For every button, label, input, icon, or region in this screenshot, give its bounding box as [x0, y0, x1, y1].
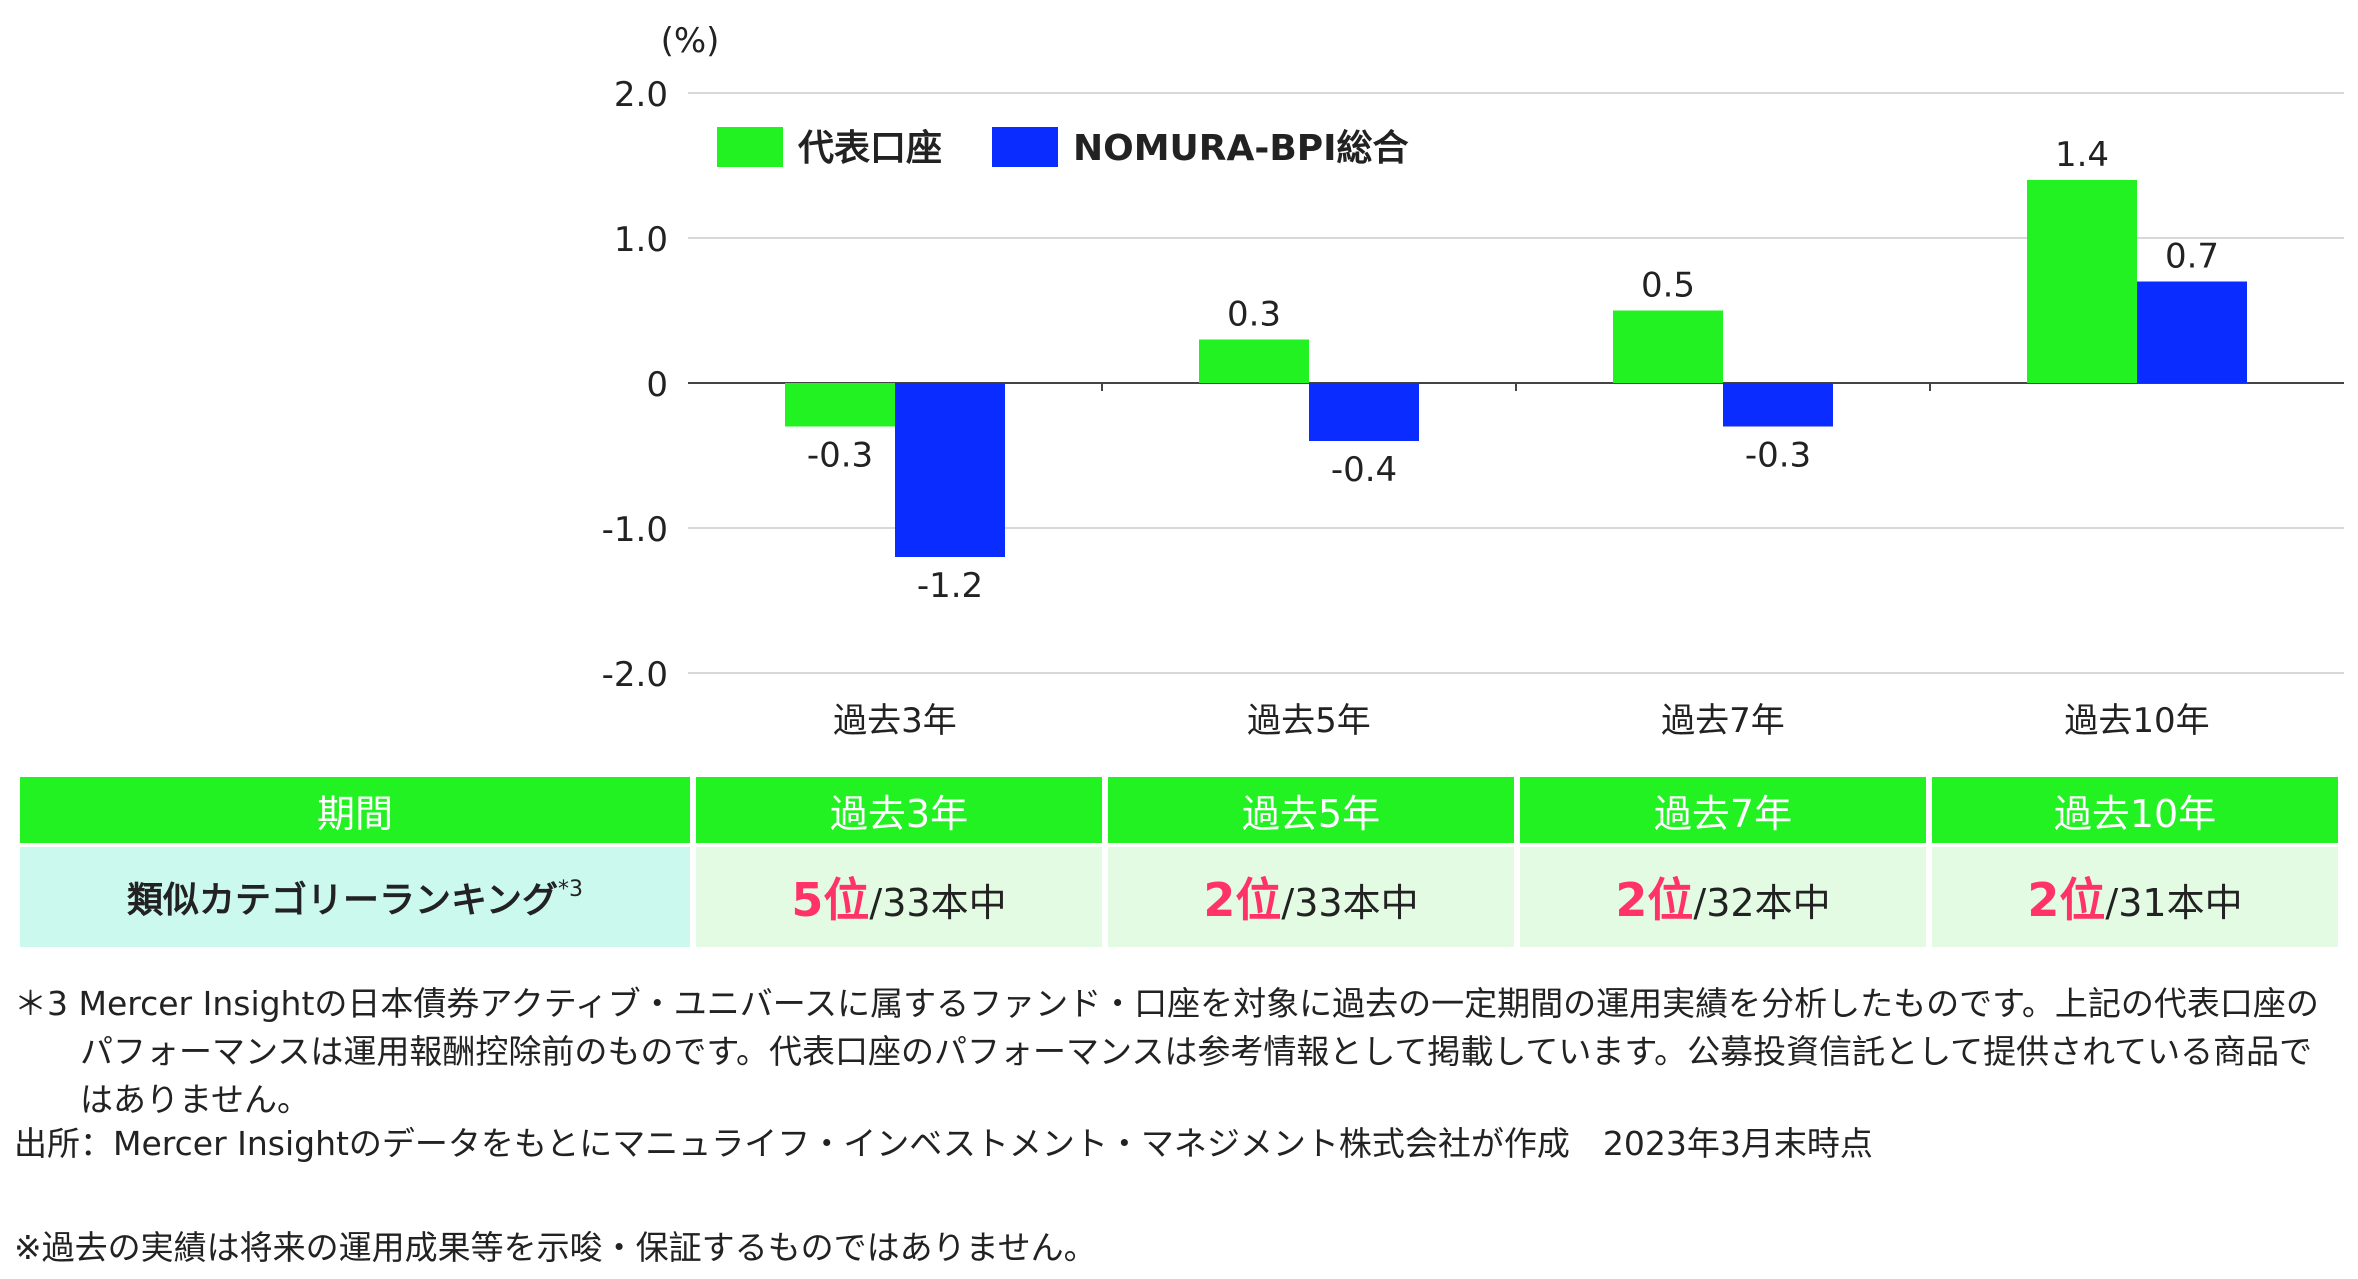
- bar-benchmark: [1309, 383, 1419, 441]
- col-header-3y: 過去3年: [696, 777, 1102, 843]
- rank-position: 5位: [791, 873, 870, 927]
- y-tick-label: 0: [646, 365, 668, 405]
- y-tick-label: -2.0: [602, 655, 668, 695]
- table-header-row: 期間 過去3年 過去5年 過去7年 過去10年: [20, 777, 2338, 843]
- footnote-3: ＊3 Mercer Insightの日本債券アクティブ・ユニバースに属するファン…: [14, 984, 2319, 1119]
- bar-chart: 2.0 1.0 0 -1.0 -2.0 (%) 過去3年 -0.3 -1.2 過去5年 0.3 -0.…: [602, 21, 2344, 741]
- ranking-cell-5y: 2位/33本中: [1108, 847, 1514, 947]
- col-header-10y: 過去10年: [1932, 777, 2338, 843]
- disclaimer-note: ※過去の実績は将来の運用成果等を示唆・保証するものではありません。: [14, 1228, 1097, 1267]
- x-tick-label: 過去7年: [1661, 701, 1785, 741]
- x-tick-label: 過去5年: [1247, 701, 1371, 741]
- period-header: 期間: [20, 777, 690, 843]
- data-label: -0.3: [1745, 436, 1811, 476]
- ranking-row: 類似カテゴリーランキング*3 5位/33本中 2位/33本中 2位/32本中 2…: [20, 847, 2338, 947]
- bar-account: [1199, 339, 1309, 383]
- data-label: 1.4: [2055, 135, 2109, 175]
- rank-total: /32本中: [1693, 881, 1831, 925]
- bar-account: [785, 383, 895, 427]
- data-label: -1.2: [917, 566, 983, 606]
- rank-position: 2位: [1615, 873, 1694, 927]
- rank-position: 2位: [1203, 873, 1282, 927]
- ranking-cell-3y: 5位/33本中: [696, 847, 1102, 947]
- y-tick-label: -1.0: [602, 510, 668, 550]
- bar-benchmark: [2137, 281, 2247, 383]
- data-label: -0.4: [1331, 450, 1397, 490]
- x-tick-label: 過去3年: [833, 701, 957, 741]
- bar-account: [2027, 180, 2137, 383]
- bar-benchmark: [895, 383, 1005, 557]
- data-label: -0.3: [807, 436, 873, 476]
- rank-total: /31本中: [2105, 881, 2243, 925]
- col-header-5y: 過去5年: [1108, 777, 1514, 843]
- ranking-cell-7y: 2位/32本中: [1520, 847, 1926, 947]
- ranking-row-label: 類似カテゴリーランキング*3: [20, 847, 690, 947]
- bar-account: [1613, 310, 1723, 383]
- source-note: 出所：Mercer Insightのデータをもとにマニュライフ・インベストメント…: [14, 1124, 1873, 1163]
- y-tick-label: 1.0: [614, 220, 668, 260]
- ranking-table: 期間 過去3年 過去5年 過去7年 過去10年 類似カテゴリーランキング*3 5…: [14, 773, 2344, 951]
- ranking-cell-10y: 2位/31本中: [1932, 847, 2338, 947]
- legend-swatch: [992, 127, 1058, 167]
- legend-swatch: [717, 127, 783, 167]
- rank-total: /33本中: [1281, 881, 1419, 925]
- rank-position: 2位: [2027, 873, 2106, 927]
- bar-benchmark: [1723, 383, 1833, 427]
- col-header-7y: 過去7年: [1520, 777, 1926, 843]
- y-unit-label: (%): [661, 21, 720, 61]
- x-tick-label: 過去10年: [2064, 701, 2209, 741]
- data-label: 0.3: [1227, 295, 1281, 335]
- legend-label: 代表口座: [797, 128, 942, 169]
- rank-total: /33本中: [869, 881, 1007, 925]
- data-label: 0.7: [2165, 237, 2219, 277]
- footnote-ref: *3: [557, 877, 583, 902]
- y-tick-label: 2.0: [614, 75, 668, 115]
- data-label: 0.5: [1641, 266, 1695, 306]
- legend-label: NOMURA-BPI総合: [1073, 128, 1409, 169]
